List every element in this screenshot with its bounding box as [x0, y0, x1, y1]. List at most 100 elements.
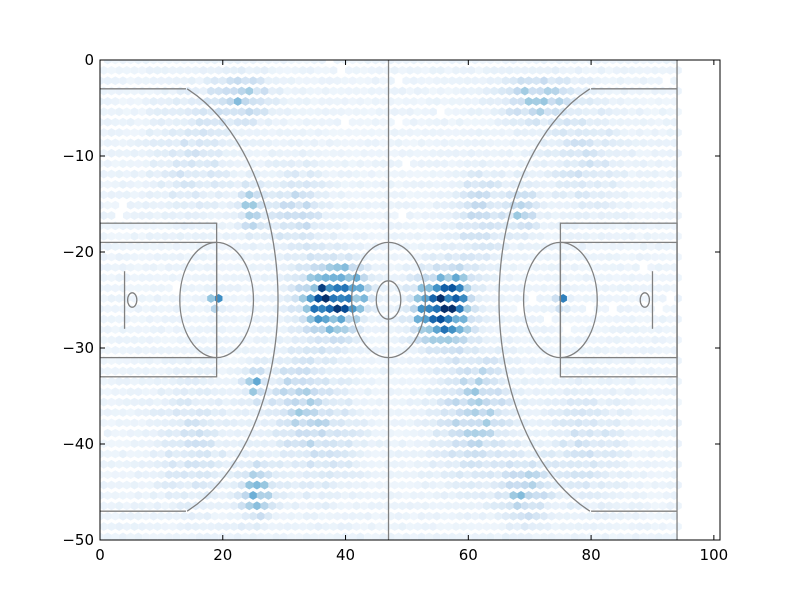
hexbin-cell: [425, 262, 434, 272]
hexbin-cell: [222, 86, 231, 96]
hexbin-cell: [605, 335, 613, 345]
hexbin-cell: [655, 366, 663, 376]
hexbin-cell: [180, 511, 189, 521]
hexbin-cell: [165, 366, 173, 376]
hexbin-cell: [467, 459, 476, 469]
hexbin-cell: [674, 294, 682, 303]
hexbin-cell: [352, 522, 361, 531]
hexbin-cell: [467, 480, 476, 490]
hexbin-cell: [153, 65, 162, 75]
hexbin-cell: [119, 262, 127, 272]
hexbin-cell: [203, 511, 211, 521]
hexbin-cell: [609, 325, 617, 334]
hexbin-cell: [632, 97, 640, 106]
hexbin-cell: [126, 449, 135, 459]
hexbin-cell: [188, 345, 196, 355]
hexbin-cell: [122, 169, 131, 179]
hexbin-cell: [551, 501, 560, 511]
hexbin-cell: [287, 511, 296, 521]
hexbin-cell: [413, 252, 422, 262]
hexbin-cell: [142, 532, 150, 540]
hexbin-cell: [509, 532, 518, 540]
hexbin-cell: [658, 252, 667, 262]
hexbin-cell: [402, 449, 411, 459]
hexbin-cell: [521, 294, 529, 303]
hexbin-cell: [126, 200, 135, 210]
hexbin-cell: [417, 304, 426, 314]
hexbin-cell: [126, 138, 135, 148]
hexbin-cell: [551, 252, 560, 262]
hexbin-cell: [176, 169, 185, 179]
hexbin-cell: [126, 262, 135, 272]
hexbin-cell: [413, 294, 422, 303]
hexbin-cell: [647, 387, 656, 397]
hexbin-cell: [203, 387, 211, 397]
hexbin-cell: [620, 294, 629, 303]
hexbin-cell: [609, 262, 617, 272]
hexbin-cell: [574, 522, 583, 531]
hexbin-cell: [153, 148, 162, 158]
hexbin-cell: [375, 397, 384, 407]
hexbin-cell: [612, 169, 621, 179]
hexbin-cell: [325, 159, 334, 169]
hexbin-cell: [639, 304, 648, 314]
hexbin-cell: [524, 304, 533, 314]
hexbin-cell: [375, 439, 384, 449]
hexbin-cell: [593, 532, 602, 540]
hexbin-cell: [119, 387, 127, 397]
hexbin-cell: [348, 159, 357, 169]
hexbin-cell: [103, 470, 112, 480]
hexbin-cell: [624, 408, 633, 417]
hexbin-cell: [168, 128, 177, 137]
hexbin-cell: [624, 97, 633, 106]
hexbin-cell: [547, 117, 556, 127]
hexbin-cell: [410, 138, 418, 148]
hexbin-cell: [509, 428, 518, 438]
hexbin-cell: [559, 522, 567, 531]
hexbin-cell: [570, 117, 579, 127]
hexbin-cell: [494, 428, 502, 438]
hexbin-cell: [161, 335, 169, 345]
hexbin-cell: [433, 262, 441, 272]
hexbin-cell: [532, 60, 541, 65]
hexbin-cell: [165, 325, 173, 334]
hexbin-cell: [375, 65, 384, 75]
hexbin-cell: [647, 366, 656, 376]
hexbin-cell: [119, 138, 127, 148]
hexbin-cell: [513, 294, 522, 303]
hexbin-cell: [394, 138, 403, 148]
hexbin-cell: [134, 304, 143, 314]
hexbin-cell: [287, 200, 296, 210]
hexbin-cell: [276, 459, 284, 469]
hexbin-cell: [658, 65, 667, 75]
hexbin-cell: [122, 252, 131, 262]
hexbin-cell: [237, 107, 246, 117]
hexbin-cell: [325, 532, 334, 540]
hexbin-cell: [471, 387, 479, 397]
hexbin-cell: [662, 345, 671, 355]
hexbin-cell: [115, 376, 123, 386]
hexbin-cell: [287, 532, 296, 540]
hexbin-cell: [195, 532, 204, 540]
hexbin-cell: [578, 470, 587, 480]
hexbin-cell: [371, 221, 380, 231]
hexbin-cell: [467, 418, 476, 428]
hexbin-cell: [218, 345, 227, 355]
hexbin-cell: [130, 376, 139, 386]
hexbin-cell: [635, 65, 644, 75]
hexbin-cell: [344, 190, 353, 200]
hexbin-cell: [222, 169, 231, 179]
hexbin-cell: [586, 366, 594, 376]
hexbin-cell: [245, 480, 254, 490]
hexbin-cell: [593, 408, 602, 417]
hexbin-cell: [138, 480, 146, 490]
hexbin-cell: [253, 376, 261, 386]
hexbin-cell: [329, 273, 338, 283]
hexbin-cell: [268, 294, 277, 303]
hexbin-cell: [528, 273, 537, 283]
hexbin-cell: [337, 148, 345, 158]
hexbin-cell: [532, 532, 541, 540]
hexbin-cell: [536, 314, 545, 324]
hexbin-cell: [601, 470, 610, 480]
